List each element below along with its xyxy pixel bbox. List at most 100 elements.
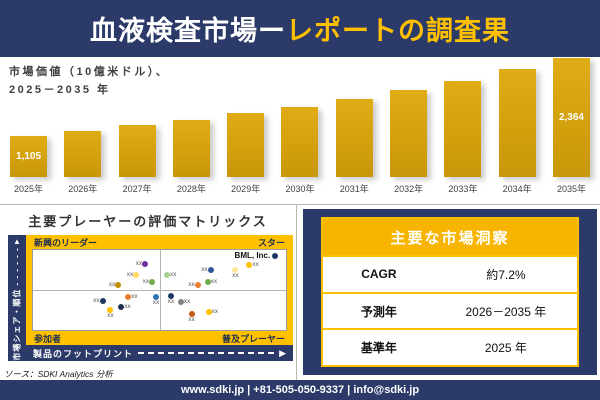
matrix-title: 主要プレーヤーの評価マトリックス (28, 214, 268, 229)
dot-label: xx (183, 297, 191, 305)
dot-label: xx (188, 280, 195, 288)
scatter-dot: xx (136, 260, 149, 267)
footer-contact-info: www.sdki.jp | +81-505-050-9337 | info@sd… (180, 384, 420, 396)
matrix-y-axis-label: 市場シェア・順位 - - - - - - (12, 247, 22, 361)
year-label: 2035年 (556, 184, 586, 194)
dot-label: xx (167, 297, 175, 305)
year-label: 2034年 (502, 184, 532, 194)
bar (172, 120, 210, 177)
scatter-dot: xx (204, 278, 217, 286)
matrix-frame: 新興のリーダー スター xx xx xx xx xx xx xx xx xx xx BML, Inc… (26, 235, 293, 345)
matrix-bottom-quadrant-labels: 参加者 普及プレーヤー (26, 331, 293, 345)
year-label: 2032年 (394, 184, 424, 194)
footer-banner: www.sdki.jp | +81-505-050-9337 | info@sd… (0, 380, 600, 400)
featured-company-label: BML, Inc. (234, 250, 271, 260)
dot-label: xx (169, 271, 177, 279)
scatter-dot: xx (125, 293, 138, 300)
matrix-section: 主要プレーヤーの評価マトリックス ▲ 市場シェア・順位 - - - - - - … (0, 205, 297, 380)
bar (444, 81, 482, 177)
year-label: 2027年 (122, 184, 152, 194)
year-label: 2029年 (231, 184, 261, 194)
bar-value-label: 1,105 (15, 151, 42, 162)
scatter-dot: xx (188, 281, 201, 289)
dot-label: xx (108, 280, 116, 288)
scatter-dot: xx (163, 272, 176, 279)
quadrant-label-pervasive-players: 普及プレーヤー (221, 333, 285, 344)
insights-row-value: 2025 年 (484, 341, 527, 356)
right-arrow-icon: ▶ (279, 347, 286, 358)
bar-column: 1,105 2025年 (10, 136, 47, 195)
bar-column: 2,364 2035年 (552, 58, 590, 195)
scatter-dot: xx (232, 267, 239, 279)
insights-row-label: 予測年 (360, 304, 397, 319)
bar-value-label: 2,364 (558, 112, 584, 123)
bar-column: 2032年 (390, 90, 428, 195)
dot-label: xx (188, 316, 195, 324)
source-note: ソース：SDKI Analytics 分析 (4, 369, 113, 379)
dot-label: xx (107, 312, 114, 320)
bar: 2,364 (552, 58, 590, 177)
scatter-dot: xx (153, 293, 159, 305)
bar (64, 131, 102, 177)
insights-table-header: 主要な市場洞察 (323, 219, 577, 255)
scatter-dot: xx (205, 309, 218, 316)
bar (335, 99, 373, 177)
quadrant-label-participants: 参加者 (34, 333, 62, 344)
page-title-part-2: レポートの調査果 (286, 16, 510, 46)
scatter-dot: xx (127, 272, 140, 279)
dot-label: xx (210, 277, 218, 285)
insights-table: 主要な市場洞察 CAGR 約7.2% 予測年 2026－2035 年基準年 2025 年 (321, 217, 579, 367)
scatter-dot: xx (107, 307, 114, 319)
bar (498, 69, 536, 177)
scatter-dot-featured: BML, Inc. (235, 251, 279, 259)
scatter-dot: xx (168, 292, 174, 304)
evaluation-matrix: ▲ 市場シェア・順位 - - - - - - 新興のリーダー スター xx xx x… (8, 235, 293, 361)
scatter-dot: xx (143, 278, 156, 286)
dot-label: xx (126, 271, 134, 279)
insights-table-body: CAGR 約7.2% 予測年 2026－2035 年基準年 2025 年 (323, 255, 577, 366)
header-banner: 血液検査市場ー レポートの調査果 (0, 0, 600, 57)
bar-column: 2030年 (281, 107, 319, 195)
dot-label: xx (232, 272, 239, 280)
bottom-section: 主要プレーヤーの評価マトリックス ▲ 市場シェア・順位 - - - - - - … (0, 205, 600, 380)
quadrant-label-stars: スター (257, 237, 285, 248)
scatter-dot: xx (201, 266, 214, 273)
bar-chart-section: 市場価値（10億米ドル）、 2025－2035 年 1,105 2025年 2026… (0, 57, 600, 205)
matrix-y-axis: ▲ 市場シェア・順位 - - - - - - (8, 235, 26, 361)
insights-row-label: CAGR (361, 267, 397, 282)
bar: 1,105 (10, 136, 47, 177)
dot-label: xx (252, 260, 259, 268)
bar (390, 90, 428, 177)
scatter-dot: xx (188, 311, 195, 323)
matrix-top-quadrant-labels: 新興のリーダー スター (26, 235, 293, 249)
bar-chart: 1,105 2025年 2026年 2027年 2028年 2029年 2030年 2031年… (10, 57, 590, 195)
dot-label: xx (93, 296, 100, 304)
insights-row-value: 2026－2035 年 (465, 304, 547, 319)
dot-label: xx (152, 298, 160, 306)
dot-label: xx (124, 302, 131, 310)
page-title-part-1: 血液検査市場ー (90, 16, 286, 46)
matrix-x-axis-label: 製品のフットプリント (33, 348, 134, 359)
bar-column: 2033年 (444, 81, 482, 195)
bar-column: 2029年 (227, 113, 265, 195)
bar-column: 2031年 (335, 99, 373, 195)
dot-label: xx (131, 292, 138, 300)
year-label: 2028年 (176, 184, 206, 194)
chart-axis-title: 市場価値（10億米ドル）、 2025－2035 年 (9, 64, 169, 99)
dot-label: xx (142, 277, 150, 285)
dot-label: xx (211, 308, 219, 316)
matrix-x-axis: 製品のフットプリント ▶ (26, 345, 293, 361)
bar-column: 2034年 (498, 69, 536, 195)
chart-axis-title-line2: 2025－2035 年 (9, 83, 111, 96)
year-label: 2031年 (339, 184, 369, 194)
bar (281, 107, 319, 177)
scatter-dot: xx (246, 261, 259, 268)
scatter-dot: xx (177, 298, 190, 305)
dot-label: xx (135, 259, 143, 267)
quadrant-label-emerging-leaders: 新興のリーダー (34, 237, 98, 248)
scatter-plot: xx xx xx xx xx xx xx xx xx xx BML, Inc. xx xx xx xx xx x… (32, 249, 287, 331)
scatter-dot: xx (118, 303, 131, 310)
year-label: 2033年 (448, 184, 478, 194)
bar-column: 2026年 (64, 131, 102, 195)
insights-row-label: 基準年 (360, 341, 397, 356)
